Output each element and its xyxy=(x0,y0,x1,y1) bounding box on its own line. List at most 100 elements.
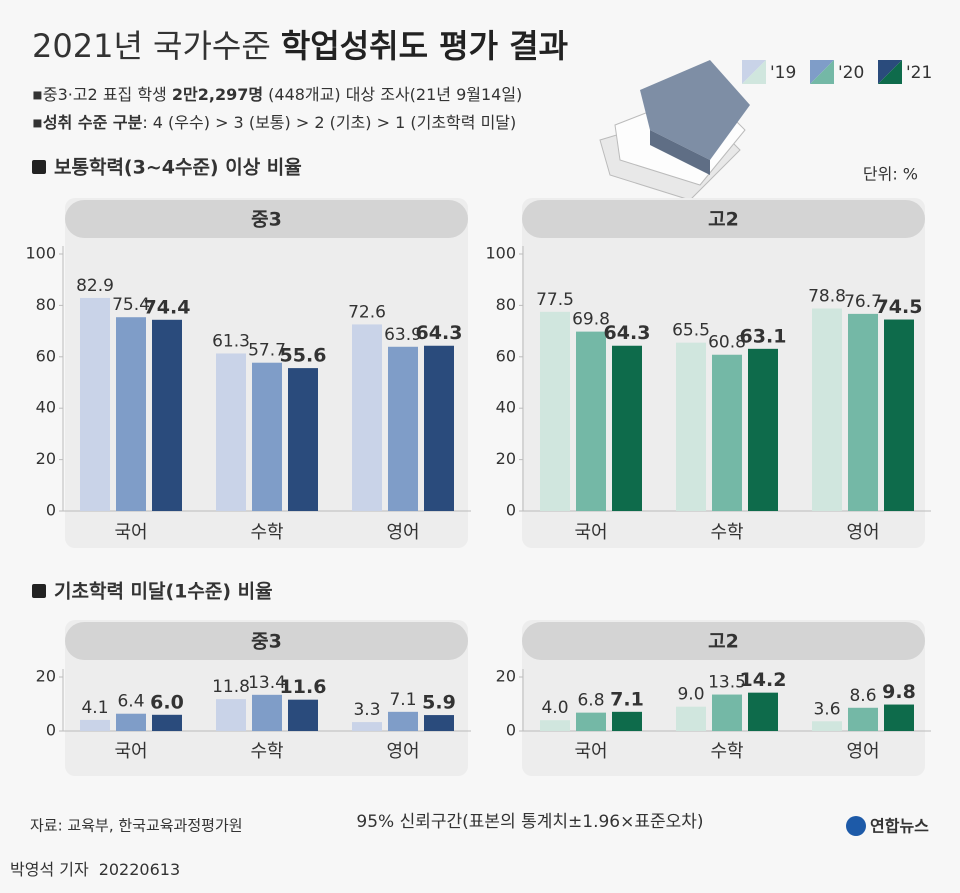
value-label: 6.0 xyxy=(150,691,184,713)
section-title: 기초학력 미달(1수준) 비율 xyxy=(54,581,273,603)
section-bullet xyxy=(32,584,46,598)
bar xyxy=(80,297,110,511)
panel-header xyxy=(522,622,925,660)
books-illustration xyxy=(599,60,750,201)
bar xyxy=(352,324,382,511)
x-tick-label: 수학 xyxy=(710,741,743,762)
note-1: ▪중3·고2 표집 학생 2만2,297명 (448개교) 대상 조사(21년 … xyxy=(32,85,522,104)
value-label: 7.1 xyxy=(389,690,416,710)
x-tick-label: 국어 xyxy=(114,522,147,543)
value-label: 55.6 xyxy=(280,345,327,367)
bar xyxy=(388,711,418,731)
bar xyxy=(288,699,318,731)
bar xyxy=(748,692,778,731)
note-text: 중3·고2 표집 학생 xyxy=(43,85,172,104)
value-label: 61.3 xyxy=(212,331,250,351)
y-tick-label: 20 xyxy=(496,449,516,468)
value-label: 6.4 xyxy=(117,692,144,712)
value-label: 3.6 xyxy=(813,699,840,719)
value-label: 64.3 xyxy=(416,322,463,344)
value-label: 11.8 xyxy=(212,677,250,697)
y-tick-label: 40 xyxy=(496,398,516,417)
value-label: 4.0 xyxy=(541,698,568,718)
bar xyxy=(884,319,914,511)
note-bold: 성취 수준 구분 xyxy=(43,113,143,132)
bar xyxy=(288,368,318,511)
value-label: 4.1 xyxy=(81,698,108,718)
panel-title: 중3 xyxy=(251,631,282,653)
bar xyxy=(884,704,914,731)
value-label: 77.5 xyxy=(536,290,574,310)
y-tick-label: 40 xyxy=(36,398,56,417)
x-tick-label: 영어 xyxy=(386,522,419,543)
bar xyxy=(540,311,570,511)
value-label: 60.8 xyxy=(708,333,746,353)
bar xyxy=(748,348,778,511)
logo-icon xyxy=(846,816,866,836)
bar xyxy=(424,715,454,731)
value-label: 14.2 xyxy=(740,669,787,691)
y-tick-label: 80 xyxy=(36,295,56,314)
y-tick-label: 100 xyxy=(485,244,516,263)
panel-header xyxy=(65,200,468,238)
y-tick-label: 60 xyxy=(36,346,56,365)
value-label: 75.4 xyxy=(112,295,150,315)
value-label: 9.0 xyxy=(677,685,704,705)
value-label: 6.8 xyxy=(577,691,604,711)
y-tick-label: 20 xyxy=(36,667,56,686)
bar xyxy=(612,345,642,511)
bar xyxy=(424,345,454,511)
note-bold: 2만2,297명 xyxy=(172,85,263,104)
bar xyxy=(388,346,418,511)
value-label: 74.5 xyxy=(876,296,923,318)
bar xyxy=(352,722,382,731)
bar xyxy=(152,319,182,511)
bar xyxy=(540,720,570,731)
legend: '19 '20 '21 xyxy=(742,60,932,84)
y-tick-label: 0 xyxy=(506,721,516,740)
y-tick-label: 60 xyxy=(496,346,516,365)
reporter: 박영석 기자 xyxy=(10,860,89,879)
x-tick-label: 수학 xyxy=(250,741,283,762)
value-label: 69.8 xyxy=(572,310,610,330)
value-label: 57.7 xyxy=(248,341,286,361)
bar xyxy=(676,342,706,511)
bar xyxy=(612,711,642,731)
panel-header xyxy=(522,200,925,238)
value-label: 11.6 xyxy=(280,676,327,698)
y-tick-label: 0 xyxy=(46,721,56,740)
section-title: 보통학력(3~4수준) 이상 비율 xyxy=(54,157,302,179)
panel-title: 고2 xyxy=(708,631,739,653)
x-tick-label: 국어 xyxy=(114,741,147,762)
y-tick-label: 0 xyxy=(506,501,516,520)
y-tick-label: 80 xyxy=(496,295,516,314)
x-tick-label: 영어 xyxy=(846,741,879,762)
date: 20220613 xyxy=(99,860,180,879)
value-label: 9.8 xyxy=(882,681,916,703)
legend-label: '19 xyxy=(770,63,796,83)
value-label: 74.4 xyxy=(144,296,191,318)
note-2: ▪성취 수준 구분: 4 (우수) > 3 (보통) > 2 (기초) > 1 … xyxy=(32,113,516,132)
value-label: 76.7 xyxy=(844,292,882,312)
note-text: : 4 (우수) > 3 (보통) > 2 (기초) > 1 (기초학력 미달) xyxy=(142,113,516,132)
legend-swatch xyxy=(742,60,766,84)
x-tick-label: 수학 xyxy=(710,522,743,543)
value-label: 64.3 xyxy=(604,322,651,344)
bar xyxy=(812,308,842,511)
bar xyxy=(252,362,282,511)
footnote: 95% 신뢰구간(표본의 통계치±1.96×표준오차) xyxy=(356,812,703,832)
bar xyxy=(80,719,110,731)
bar xyxy=(576,712,606,731)
bar xyxy=(676,706,706,731)
value-label: 13.4 xyxy=(248,673,286,693)
title-bold: 학업성취도 평가 결과 xyxy=(281,27,568,65)
bar xyxy=(576,331,606,511)
x-tick-label: 국어 xyxy=(574,522,607,543)
bar xyxy=(712,694,742,731)
value-label: 7.1 xyxy=(610,688,644,710)
x-tick-label: 국어 xyxy=(574,741,607,762)
value-label: 78.8 xyxy=(808,286,846,306)
value-label: 5.9 xyxy=(422,692,456,714)
